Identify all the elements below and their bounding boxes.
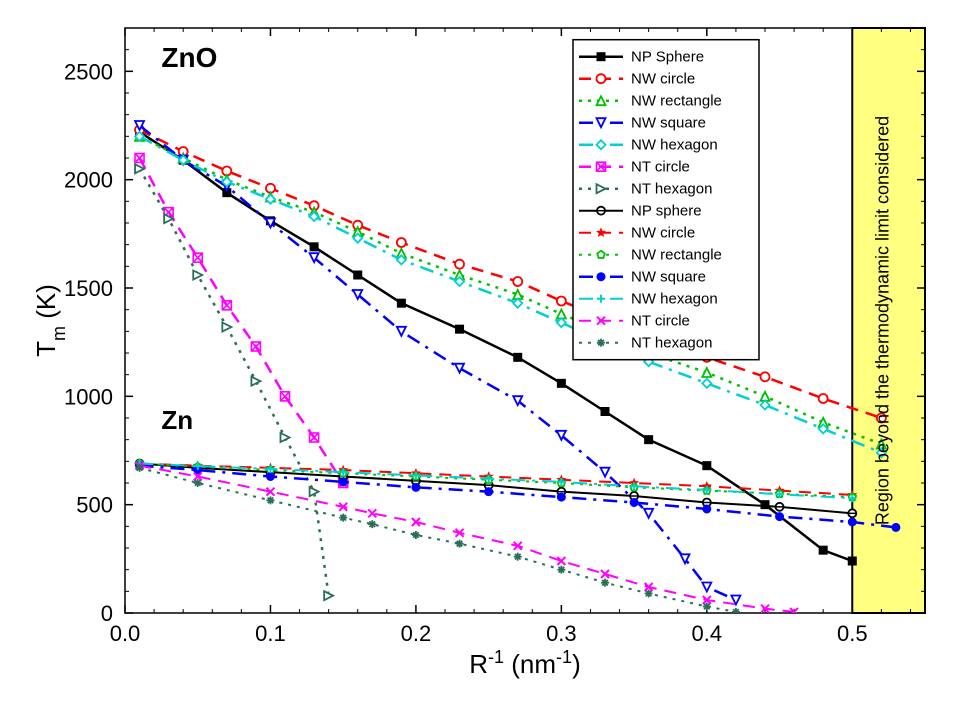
annotation-Zn: Zn	[161, 405, 193, 435]
x-tick-label: 0.1	[255, 621, 286, 646]
y-tick-label: 1500	[64, 276, 113, 301]
x-tick-label: 0.0	[110, 621, 141, 646]
legend-label: NP sphere	[631, 203, 702, 220]
x-tick-label: 0.3	[546, 621, 577, 646]
y-tick-label: 2500	[64, 59, 113, 84]
legend-label: NW circle	[631, 71, 695, 88]
legend-label: NT circle	[631, 313, 690, 330]
y-tick-label: 2000	[64, 168, 113, 193]
legend-label: NW hexagon	[631, 137, 718, 154]
x-tick-label: 0.4	[692, 621, 723, 646]
x-tick-label: 0.5	[837, 621, 868, 646]
y-tick-label: 0	[101, 601, 113, 626]
legend-label: NT circle	[631, 159, 690, 176]
legend-label: NP Sphere	[631, 49, 704, 66]
legend-label: NW rectangle	[631, 93, 722, 110]
legend-label: NW rectangle	[631, 247, 722, 264]
legend-label: NT hexagon	[631, 181, 712, 198]
legend-label: NW hexagon	[631, 291, 718, 308]
legend-label: NT hexagon	[631, 335, 712, 352]
y-tick-label: 500	[76, 493, 113, 518]
x-tick-label: 0.2	[401, 621, 432, 646]
legend-label: NW square	[631, 269, 706, 286]
y-tick-label: 1000	[64, 384, 113, 409]
annotation-ZnO: ZnO	[161, 42, 217, 73]
legend-label: NW circle	[631, 225, 695, 242]
legend-label: NW square	[631, 115, 706, 132]
thermodynamic-limit-label: Region beyond the thermodynamic limit co…	[873, 116, 893, 525]
melting-point-chart: 0.00.10.20.30.40.505001000150020002500R-…	[0, 0, 967, 703]
